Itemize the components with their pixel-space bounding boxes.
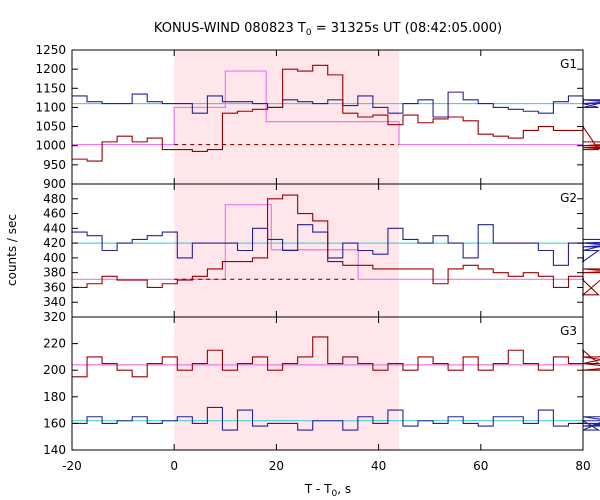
g3-panel-label: G3 [560, 324, 577, 338]
plot-panels: 900 950 1000 1050 1100 1150 1200 1250 G1 32034036… [35, 43, 600, 473]
x-tick-label: 60 [473, 459, 488, 473]
g2-y-tick-label: 380 [43, 266, 66, 280]
g2-y-tick-label: 460 [43, 207, 66, 221]
g3-y-tick-label: 180 [43, 390, 66, 404]
x-axis-label: T - T0, s [304, 482, 351, 499]
g2-step-fit [72, 204, 583, 280]
x-tick-label: 40 [371, 459, 386, 473]
g3-y-tick-label: 220 [43, 337, 66, 351]
y-axis-label: counts / sec [5, 214, 19, 286]
g1-y-tick-label: 1200 [35, 62, 66, 76]
g3-y-tick-label: 160 [43, 416, 66, 430]
g1-y-tick-label: 1050 [35, 120, 66, 134]
g2-series-red [72, 194, 600, 296]
g1-series-blue [72, 91, 600, 118]
g3-y-tick-label: 200 [43, 363, 66, 377]
g2-y-tick-label: 320 [43, 310, 66, 324]
x-tick-label: 80 [575, 459, 590, 473]
g1-y-tick-label: 900 [43, 177, 66, 191]
g2-series-blue [72, 224, 600, 266]
g3-series-red [72, 336, 600, 378]
g3-panel-frame [71, 316, 584, 451]
g2-y-tick-label: 360 [43, 280, 66, 294]
g2-y-tick-label: 420 [43, 236, 66, 250]
x-tick-label: -20 [62, 459, 82, 473]
g3-series-blue [72, 406, 600, 431]
g1-panel-label: G1 [560, 57, 577, 71]
g1-y-tick-label: 1100 [35, 100, 66, 114]
g1-y-tick-label: 1150 [35, 81, 66, 95]
x-tick-label: 20 [269, 459, 284, 473]
x-tick-label: 0 [170, 459, 178, 473]
g2-panel-label: G2 [560, 191, 577, 205]
g2-y-tick-label: 440 [43, 221, 66, 235]
g2-y-tick-label: 340 [43, 295, 66, 309]
chart-title: KONUS-WIND 080823 T0 = 31325s UT (08:42:… [154, 21, 502, 38]
g1-y-tick-label: 1000 [35, 139, 66, 153]
g1-y-tick-label: 1250 [35, 43, 66, 57]
g2-y-tick-label: 400 [43, 251, 66, 265]
g2-y-tick-label: 480 [43, 192, 66, 206]
g1-series-red [72, 64, 600, 162]
g1-y-tick-label: 950 [43, 158, 66, 172]
g3-y-tick-label: 140 [43, 443, 66, 457]
g1-step-fit [72, 70, 583, 146]
